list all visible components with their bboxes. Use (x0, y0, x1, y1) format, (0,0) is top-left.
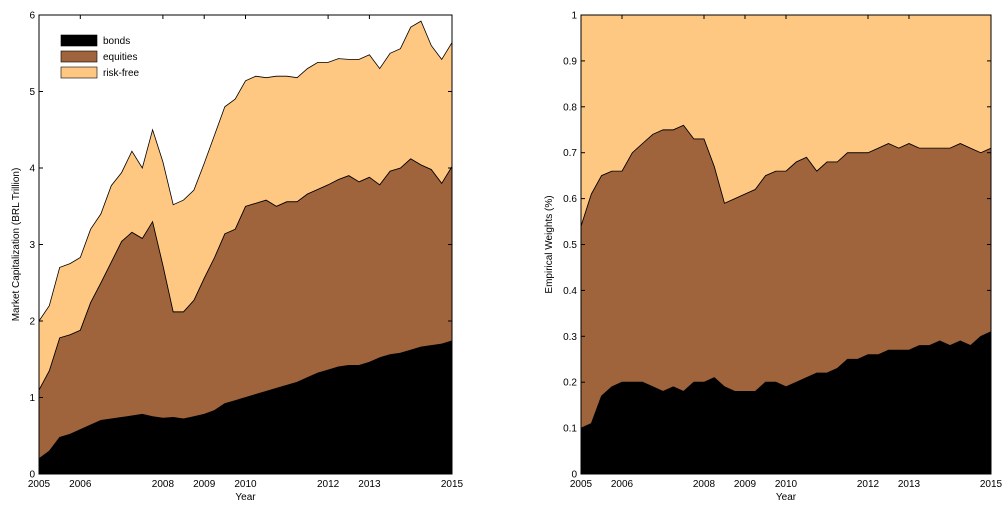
x-axis-label: Year (776, 492, 797, 503)
x-tick-label: 2006 (611, 479, 634, 490)
y-tick-label: 0.9 (563, 56, 577, 67)
legend-swatch-risk-free (60, 66, 98, 79)
x-tick-label: 2009 (193, 479, 216, 490)
y-tick-label: 0.4 (563, 286, 577, 297)
y-tick-label: 6 (29, 11, 35, 22)
left-chart: 0 1 2 3 4 5 6 2005 2006 2008 2009 2010 2012 2013 2015 Y… (11, 11, 464, 504)
y-tick-label: 0.2 (563, 378, 577, 389)
x-tick-label: 2008 (152, 479, 175, 490)
right-chart: 0 0.1 0.2 0.3 0.4 0.5 0.6 0.7 0.8 0.9 1 2005 2006 200… (544, 11, 1003, 504)
x-tick-label: 2012 (317, 479, 340, 490)
legend-label-bonds: bonds (103, 36, 130, 47)
y-tick-label: 4 (29, 164, 35, 175)
y-tick-label: 0 (571, 470, 577, 481)
x-tick-label: 2006 (69, 479, 92, 490)
y-tick-label: 0.5 (563, 240, 577, 251)
y-tick-label: 0.8 (563, 102, 577, 113)
legend-swatch-bonds (60, 34, 98, 47)
legend-swatch-equities (60, 50, 98, 63)
y-axis-label: Market Capitalization (BRL Trillion) (11, 168, 22, 322)
x-axis-label: Year (235, 492, 256, 503)
y-tick-label: 0.1 (563, 424, 577, 435)
x-tick-label: 2013 (358, 479, 381, 490)
legend-label-equities: equities (103, 52, 137, 63)
y-axis-label: Empirical Weights (%) (544, 195, 555, 293)
y-tick-label: 3 (29, 240, 35, 251)
x-tick-label: 2005 (28, 479, 51, 490)
y-tick-label: 5 (29, 87, 35, 98)
x-tick-label: 2015 (441, 479, 464, 490)
x-tick-label: 2009 (734, 479, 757, 490)
y-tick-label: 1 (29, 393, 35, 404)
y-tick-label: 1 (571, 11, 577, 22)
x-tick-label: 2010 (234, 479, 257, 490)
x-tick-label: 2008 (693, 479, 716, 490)
x-tick-label: 2015 (980, 479, 1003, 490)
y-tick-label: 0.7 (563, 148, 577, 159)
y-tick-label: 0.6 (563, 194, 577, 205)
x-tick-label: 2013 (898, 479, 921, 490)
x-tick-label: 2012 (857, 479, 880, 490)
y-tick-label: 0.3 (563, 332, 577, 343)
legend-label-risk-free: risk-free (103, 68, 140, 79)
x-tick-label: 2005 (570, 479, 593, 490)
x-tick-label: 2010 (775, 479, 798, 490)
y-tick-label: 2 (29, 317, 35, 328)
y-tick-label: 0 (29, 470, 35, 481)
